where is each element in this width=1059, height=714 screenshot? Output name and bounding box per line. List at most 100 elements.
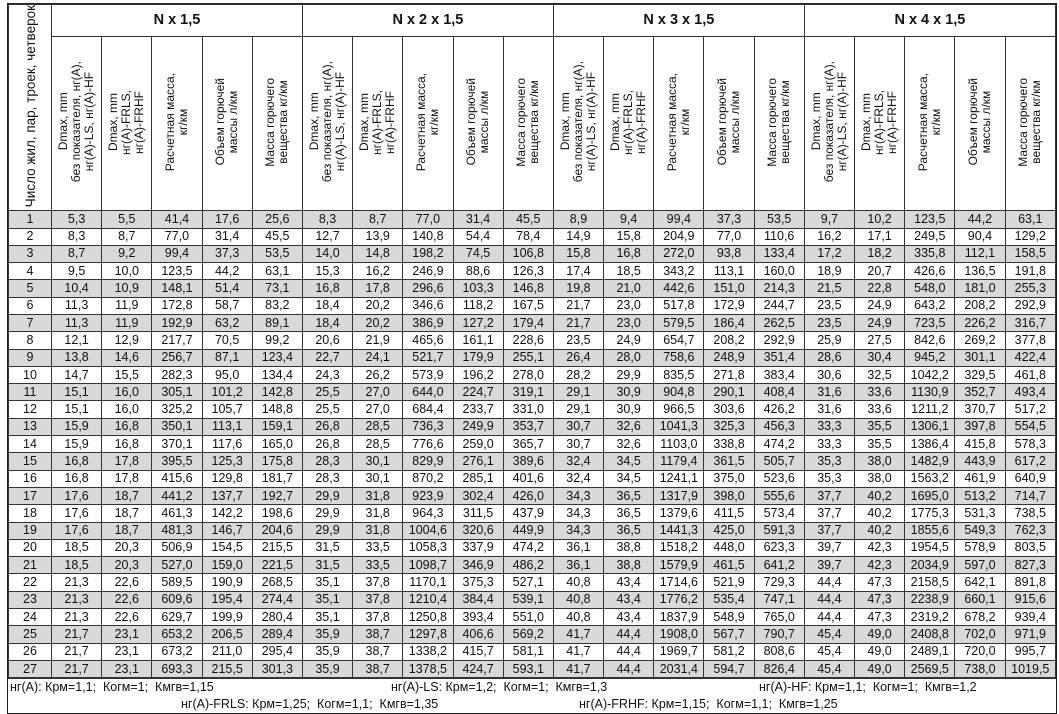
row-count-cell: 12 (8, 400, 52, 419)
cell-dmax-fr: 15,5 (101, 365, 153, 385)
cell-dmax-fr: 16,8 (603, 244, 655, 264)
cell-calculated-mass: 1210,4 (402, 590, 454, 610)
cell-combustible-mass: 505,7 (753, 452, 805, 471)
row-count-cell: 23 (8, 590, 52, 610)
cell-calculated-mass: 2569,5 (904, 659, 956, 679)
cell-combustible-volume: 113,1 (201, 417, 253, 437)
cell-dmax-standard: 34,3 (552, 521, 605, 540)
cell-combustible-volume: 720,0 (954, 642, 1006, 661)
cell-dmax-fr: 31,8 (352, 521, 404, 540)
cell-combustible-volume: 738,0 (954, 659, 1006, 679)
cell-dmax-fr: 49,0 (853, 642, 906, 661)
cell-combustible-volume: 346,9 (452, 556, 504, 575)
header-conductor-count: Число жил, пар, троек, четверок (8, 3, 52, 212)
cell-dmax-fr: 35,5 (853, 417, 906, 437)
cell-calculated-mass: 923,9 (402, 486, 454, 506)
cell-combustible-volume: 136,5 (954, 262, 1006, 281)
cell-combustible-mass: 401,6 (502, 469, 554, 488)
cell-dmax-fr: 31,8 (352, 486, 404, 506)
cell-dmax-fr: 47,3 (853, 573, 906, 592)
cell-combustible-volume: 129,8 (201, 469, 253, 488)
cell-dmax-standard: 44,4 (803, 608, 856, 627)
coeff-ng-a-frhf: нг(А)-FRHF: Крм=1,15; Когм=1,1; Кмгв=1,2… (579, 697, 838, 712)
cell-combustible-volume: 117,6 (201, 435, 253, 454)
cell-dmax-fr: 30,1 (352, 469, 404, 488)
cell-combustible-mass: 274,4 (251, 590, 303, 610)
cell-combustible-mass: 486,2 (502, 556, 554, 575)
cell-dmax-fr: 30,9 (603, 400, 655, 419)
cell-combustible-volume: 678,2 (954, 608, 1006, 627)
cell-calculated-mass: 1837,9 (653, 608, 705, 627)
cell-combustible-volume: 146,7 (201, 521, 253, 540)
table-row: 14 15,9 16,8 370,1 117,6 165,0 26,8 28,5 776,6 25… (8, 435, 1057, 454)
cell-combustible-mass: 53,5 (251, 244, 303, 264)
cell-dmax-standard: 8,3 (301, 210, 354, 229)
cell-combustible-volume: 88,6 (452, 262, 504, 281)
cell-calculated-mass: 776,6 (402, 435, 454, 454)
cell-dmax-standard: 14,7 (50, 365, 103, 385)
column-header-label: Объем горючей массы л/км (213, 78, 241, 166)
cell-combustible-mass: 641,2 (753, 556, 805, 575)
cell-dmax-standard: 35,9 (301, 659, 354, 679)
cell-calculated-mass: 736,3 (402, 417, 454, 437)
cell-combustible-mass: 790,7 (753, 625, 805, 644)
column-header-combustible-volume: Объем горючей массы л/км (452, 35, 504, 212)
cell-dmax-fr: 18,2 (853, 244, 906, 264)
cell-calculated-mass: 325,2 (151, 400, 203, 419)
cell-dmax-standard: 20,6 (301, 331, 354, 350)
cell-combustible-mass: 456,3 (753, 417, 805, 437)
column-header-dmax-fr: Dmax, mm нг(А)-FRLS, нг(А)-FRHF (603, 35, 655, 212)
cell-combustible-mass: 278,0 (502, 365, 554, 385)
cell-dmax-fr: 33,5 (352, 538, 404, 558)
cell-combustible-volume: 329,5 (954, 365, 1006, 385)
cell-combustible-mass: 45,5 (502, 210, 554, 229)
column-header-label: Dmax, mm без показателя, нг(А), нг(А)-LS… (808, 61, 849, 183)
table-row: 11 15,1 16,0 305,1 101,2 142,8 25,5 27,0 644,0 22… (8, 383, 1057, 402)
cell-dmax-fr: 38,8 (603, 538, 655, 558)
group-header: N x 4 x 1,5 (803, 4, 1057, 37)
cell-calculated-mass: 256,7 (151, 348, 203, 367)
cell-dmax-standard: 34,3 (552, 486, 605, 506)
row-count-cell: 9 (8, 348, 52, 367)
cell-combustible-volume: 159,0 (201, 556, 253, 575)
cell-dmax-fr: 8,7 (352, 210, 404, 229)
cell-calculated-mass: 964,3 (402, 504, 454, 523)
column-header-label: Dmax, mm без показателя, нг(А), нг(А)-LS… (56, 61, 97, 183)
cell-dmax-fr: 22,6 (101, 590, 153, 610)
cell-dmax-fr: 16,8 (101, 417, 153, 437)
cell-combustible-volume: 172,9 (703, 296, 755, 315)
cell-calculated-mass: 370,1 (151, 435, 203, 454)
cell-calculated-mass: 123,5 (904, 210, 956, 229)
cell-combustible-volume: 361,5 (703, 452, 755, 471)
column-header-label: Расчетная масса, кг/км (162, 72, 190, 172)
cell-combustible-volume: 127,2 (452, 313, 504, 333)
cell-combustible-volume: 276,1 (452, 452, 504, 471)
cell-dmax-standard: 25,9 (803, 331, 856, 350)
cell-combustible-mass: 167,5 (502, 296, 554, 315)
cell-combustible-mass: 255,3 (1004, 279, 1057, 298)
cell-dmax-fr: 14,6 (101, 348, 153, 367)
table-row: 2 8,3 8,7 77,0 31,4 45,5 12,7 13,9 140,8 54,4 78,4… (8, 227, 1057, 246)
cell-calculated-mass: 673,2 (151, 642, 203, 661)
cell-dmax-standard: 21,3 (50, 573, 103, 592)
cell-dmax-standard: 15,3 (301, 262, 354, 281)
cell-calculated-mass: 644,0 (402, 383, 454, 402)
cell-combustible-mass: 78,4 (502, 227, 554, 246)
cell-combustible-mass: 729,3 (753, 573, 805, 592)
cell-calculated-mass: 246,9 (402, 262, 454, 281)
cell-combustible-mass: 1019,5 (1004, 659, 1057, 679)
cell-calculated-mass: 1211,2 (904, 400, 956, 419)
cell-dmax-fr: 13,9 (352, 227, 404, 246)
cell-combustible-volume: 415,7 (452, 642, 504, 661)
cell-combustible-mass: 45,5 (251, 227, 303, 246)
cell-dmax-standard: 36,1 (552, 538, 605, 558)
cell-calculated-mass: 1386,4 (904, 435, 956, 454)
cell-dmax-standard: 23,5 (803, 296, 856, 315)
cell-dmax-fr: 30,4 (853, 348, 906, 367)
cell-calculated-mass: 1776,2 (653, 590, 705, 610)
cell-dmax-standard: 5,3 (50, 210, 103, 229)
cell-calculated-mass: 1042,2 (904, 365, 956, 385)
cell-combustible-volume: 31,4 (452, 210, 504, 229)
column-header-calculated-mass: Расчетная масса, кг/км (402, 35, 454, 212)
cell-dmax-standard: 32,4 (552, 469, 605, 488)
